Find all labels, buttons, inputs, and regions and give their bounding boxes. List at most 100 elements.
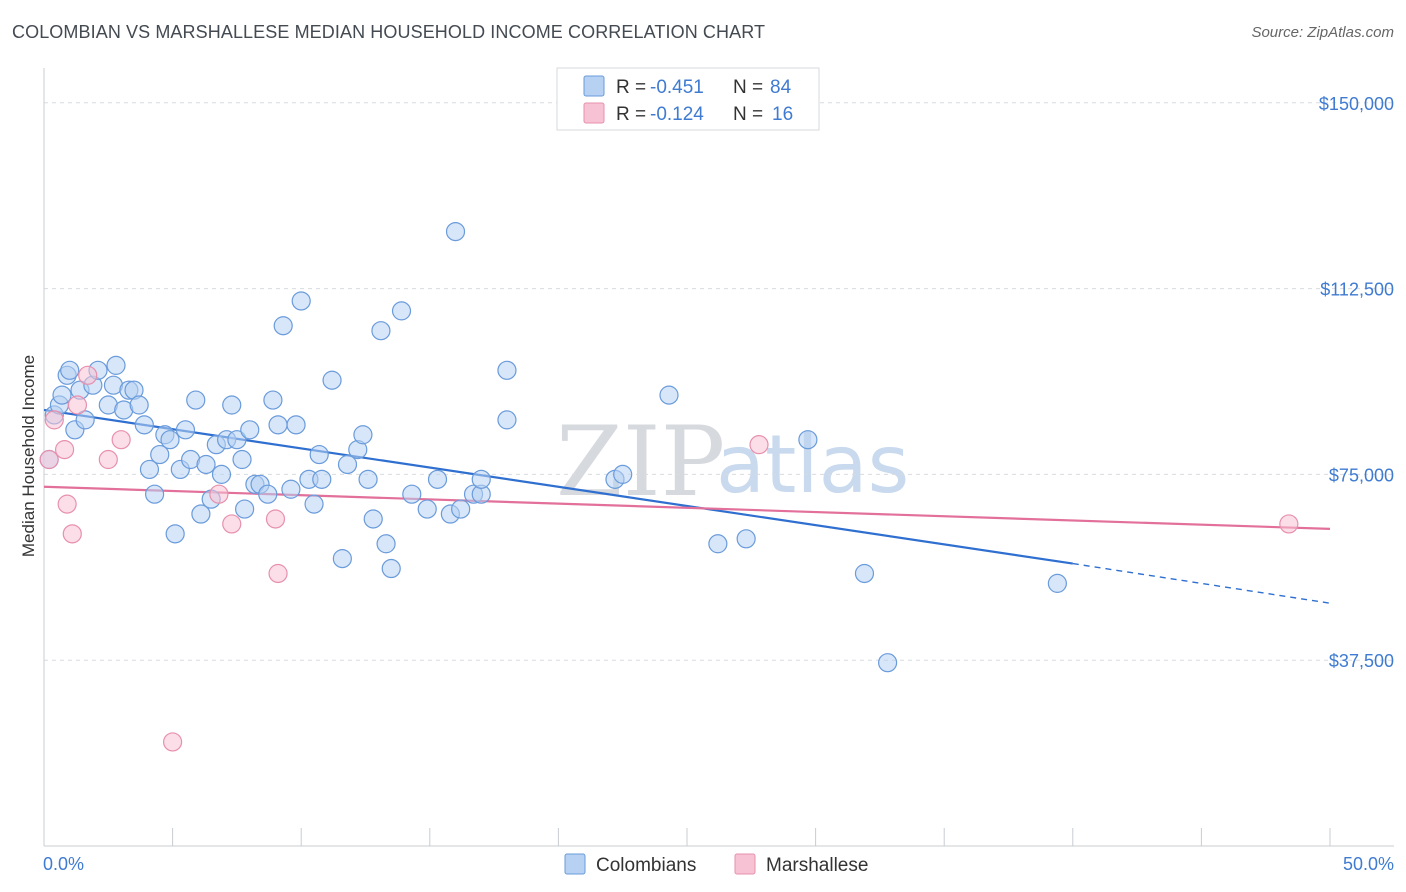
colombians-point-79: [736, 529, 756, 549]
legend-n-label-colombians: N =: [733, 77, 763, 98]
colombians-point-59: [363, 509, 383, 529]
colombians-point-72: [471, 469, 491, 489]
data-points: [39, 222, 1299, 752]
y-axis-label: Median Household Income: [19, 355, 38, 557]
colombians-point-18: [134, 415, 154, 435]
legend-r-value-marshallese: -0.124: [650, 104, 704, 125]
y-tick-label-0: $37,500: [1329, 651, 1394, 671]
colombians-point-47: [286, 415, 306, 435]
y-tick-labels: $37,500 $75,000 $112,500 $150,000: [1319, 94, 1394, 671]
colombians-point-26: [175, 420, 196, 440]
colombians-point-23: [160, 430, 180, 450]
colombians-point-21: [150, 444, 170, 465]
legend-n-value-colombians: 84: [770, 77, 792, 98]
marshallese-point-13: [163, 732, 183, 752]
colombians-point-76: [613, 464, 633, 484]
marshallese-point-5: [67, 395, 88, 415]
marshallese-point-2: [54, 440, 75, 460]
colombians-point-35: [222, 395, 242, 415]
colombians-point-78: [708, 534, 728, 554]
marshallese-point-14: [749, 435, 769, 455]
colombians-point-48: [291, 291, 311, 311]
legend-n-value-marshallese: 16: [772, 104, 793, 125]
colombians-point-42: [258, 484, 278, 504]
colombians-point-66: [427, 469, 448, 489]
marshallese-point-0: [39, 449, 59, 470]
legend-r-label-marshallese: R =: [616, 104, 646, 125]
bottom-legend: Colombians Marshallese: [564, 853, 868, 876]
bottom-legend-swatch-colombians: [564, 853, 586, 875]
colombians-point-58: [358, 469, 378, 489]
colombians-point-20: [144, 484, 165, 504]
colombians-point-29: [191, 504, 211, 524]
colombians-point-82: [878, 653, 898, 673]
colombians-point-24: [165, 524, 185, 544]
colombians-point-28: [186, 390, 206, 410]
colombians-point-53: [322, 370, 342, 390]
colombians-point-60: [371, 321, 391, 341]
legend: R = -0.451 N = 84 R = -0.124 N = 16: [556, 67, 820, 131]
colombians-point-54: [332, 549, 352, 569]
colombians-point-44: [268, 415, 288, 435]
colombians-point-73: [497, 410, 517, 430]
colombians-point-61: [376, 534, 396, 554]
colombians-point-46: [281, 479, 301, 499]
legend-swatch-colombians: [583, 75, 605, 97]
source-label: Source: ZipAtlas.com: [1251, 24, 1394, 41]
colombians-point-5: [60, 360, 80, 380]
marshallese-point-12: [268, 563, 288, 584]
colombians-point-52: [309, 444, 329, 465]
colombians-point-39: [240, 420, 260, 440]
marshallese-point-9: [209, 484, 229, 504]
legend-n-label-marshallese: N =: [733, 104, 763, 125]
bottom-legend-colombians: Colombians: [596, 855, 696, 876]
x-tick-labels: 0.0% 50.0%: [43, 854, 1394, 874]
colombians-point-13: [106, 355, 126, 375]
marshallese-point-4: [62, 524, 82, 544]
colombians-point-19: [139, 459, 160, 480]
marshallese-point-1: [44, 410, 64, 430]
colombians-point-55: [337, 454, 358, 475]
colombians-point-63: [391, 301, 412, 321]
marshallese-point-8: [111, 430, 131, 450]
grid: [44, 102, 1394, 661]
legend-swatch-marshallese: [583, 102, 605, 124]
colombians-point-83: [1047, 573, 1067, 593]
colombians-point-8: [75, 410, 95, 430]
colombians-point-50: [304, 494, 324, 514]
colombians-point-62: [381, 558, 401, 579]
colombians-point-17: [129, 395, 149, 415]
x-tick-label-min: 0.0%: [43, 854, 84, 874]
colombians-point-51: [312, 469, 332, 489]
colombians-point-38: [235, 499, 255, 519]
watermark: ZIP atlas: [556, 406, 909, 518]
marshallese-point-7: [98, 449, 118, 470]
bottom-legend-marshallese: Marshallese: [766, 855, 868, 876]
colombians-point-30: [196, 454, 216, 475]
colombians-point-36: [227, 430, 247, 450]
colombians-point-65: [417, 499, 437, 519]
colombians-point-37: [232, 449, 252, 470]
colombians-point-33: [211, 464, 232, 484]
y-tick-label-1: $75,000: [1329, 465, 1394, 485]
legend-r-label-colombians: R =: [616, 77, 646, 98]
colombians-point-3: [52, 385, 72, 405]
watermark-zip: ZIP: [556, 406, 725, 518]
bottom-legend-swatch-marshallese: [734, 853, 756, 875]
colombians-point-68: [451, 499, 471, 519]
marshallese-point-3: [57, 494, 77, 514]
colombians-point-80: [798, 430, 818, 450]
marshallese-point-6: [78, 365, 98, 385]
y-tick-label-3: $150,000: [1319, 94, 1394, 114]
marshallese-point-15: [1279, 514, 1299, 534]
chart-title: COLOMBIAN VS MARSHALLESE MEDIAN HOUSEHOL…: [12, 22, 766, 42]
colombians-point-57: [353, 425, 373, 445]
y-tick-label-2: $112,500: [1320, 280, 1394, 300]
trendline-extension-colombians: [1072, 562, 1331, 604]
legend-r-value-colombians: -0.451: [650, 77, 704, 98]
colombians-point-74: [497, 360, 517, 380]
colombians-point-77: [659, 385, 679, 405]
colombians-point-69: [445, 222, 466, 242]
colombians-point-45: [273, 316, 293, 336]
